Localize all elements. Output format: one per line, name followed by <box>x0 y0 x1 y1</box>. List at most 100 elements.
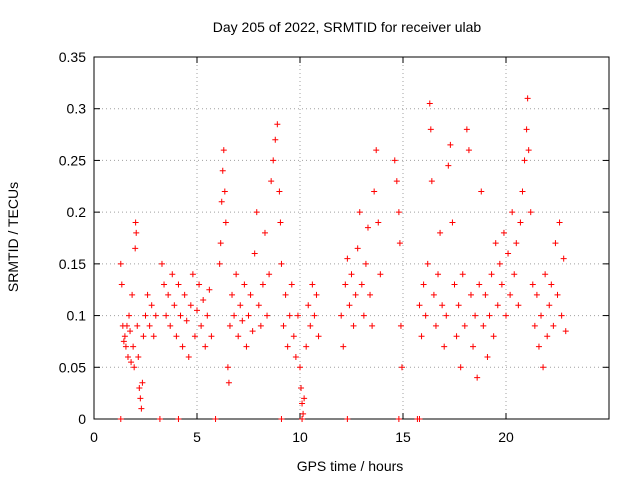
data-point <box>350 322 357 329</box>
data-point <box>447 141 454 148</box>
data-point <box>515 302 522 309</box>
data-point <box>175 281 182 288</box>
data-point <box>247 291 254 298</box>
x-axis-label: GPS time / hours <box>297 458 404 474</box>
data-point <box>535 343 542 350</box>
data-point <box>505 250 512 257</box>
data-point <box>132 245 139 252</box>
data-point <box>524 95 531 102</box>
data-point <box>371 188 378 195</box>
data-point <box>237 302 244 309</box>
data-point <box>167 322 174 329</box>
x-tick-label: 10 <box>292 429 308 445</box>
data-point <box>165 291 172 298</box>
data-point <box>362 260 369 267</box>
data-point <box>277 219 284 226</box>
data-point <box>513 240 520 247</box>
data-point <box>185 353 192 360</box>
data-point <box>191 333 198 340</box>
data-point <box>303 343 310 350</box>
data-point <box>305 302 312 309</box>
x-tick-label: 20 <box>498 429 514 445</box>
data-point <box>550 322 557 329</box>
data-point <box>229 291 236 298</box>
data-point <box>523 126 530 133</box>
data-point <box>131 364 138 371</box>
data-point <box>486 312 493 319</box>
data-point <box>177 312 184 319</box>
y-tick-label: 0.2 <box>67 204 87 220</box>
data-point <box>169 271 176 278</box>
data-point <box>356 209 363 216</box>
data-point <box>556 219 563 226</box>
data-point <box>146 322 153 329</box>
data-point <box>138 405 145 412</box>
data-point <box>474 374 481 381</box>
data-point <box>187 302 194 309</box>
data-point <box>123 322 130 329</box>
data-point <box>420 281 427 288</box>
data-point <box>511 271 518 278</box>
data-points <box>117 95 569 422</box>
data-point <box>503 312 509 319</box>
data-point <box>418 333 425 340</box>
data-point <box>377 271 384 278</box>
y-tick-label: 0 <box>78 411 86 427</box>
data-point <box>130 343 137 350</box>
data-point <box>307 322 314 329</box>
data-point <box>498 281 505 288</box>
data-point <box>373 147 380 154</box>
data-point <box>217 240 224 247</box>
data-point <box>284 343 291 350</box>
data-point <box>482 291 489 298</box>
data-point <box>219 167 226 174</box>
x-tick-label: 15 <box>395 429 411 445</box>
data-point <box>278 260 285 267</box>
y-tick-label: 0.1 <box>67 308 87 324</box>
data-point <box>208 333 215 340</box>
data-point <box>525 147 532 154</box>
axis-ticks: 0 0.05 0.1 0.15 0.2 0.25 0.3 0.35 0 5 10 15 20 <box>59 49 609 445</box>
data-point <box>204 312 211 319</box>
data-point <box>231 312 238 319</box>
data-point <box>432 322 439 329</box>
data-point <box>259 281 266 288</box>
data-point <box>496 260 503 267</box>
data-point <box>268 178 275 185</box>
data-point <box>124 353 131 360</box>
data-point <box>140 333 147 340</box>
data-point <box>120 338 127 345</box>
data-point <box>206 286 213 293</box>
data-point <box>299 400 306 407</box>
data-point <box>290 333 297 340</box>
y-axis-label: SRMTID / TECUs <box>5 182 21 292</box>
data-point <box>216 260 223 267</box>
data-point <box>533 291 540 298</box>
data-point <box>222 219 229 226</box>
y-tick-label: 0.05 <box>59 359 86 375</box>
plot-frame <box>93 56 610 420</box>
data-point <box>132 219 139 226</box>
data-point <box>137 395 144 402</box>
data-point <box>424 260 431 267</box>
data-point <box>509 209 516 216</box>
data-point <box>546 302 553 309</box>
data-point <box>299 416 306 422</box>
data-point <box>538 312 545 319</box>
data-point <box>449 219 456 226</box>
data-point <box>465 147 472 154</box>
data-point <box>235 333 242 340</box>
data-point <box>179 343 186 350</box>
data-point <box>161 281 168 288</box>
data-point <box>364 224 371 231</box>
data-point <box>282 291 289 298</box>
data-point <box>360 312 367 319</box>
data-point <box>313 291 320 298</box>
data-point <box>245 312 252 319</box>
data-point <box>461 322 468 329</box>
data-point <box>150 333 157 340</box>
data-point <box>439 302 446 309</box>
data-point <box>226 322 233 329</box>
data-point <box>156 416 163 422</box>
